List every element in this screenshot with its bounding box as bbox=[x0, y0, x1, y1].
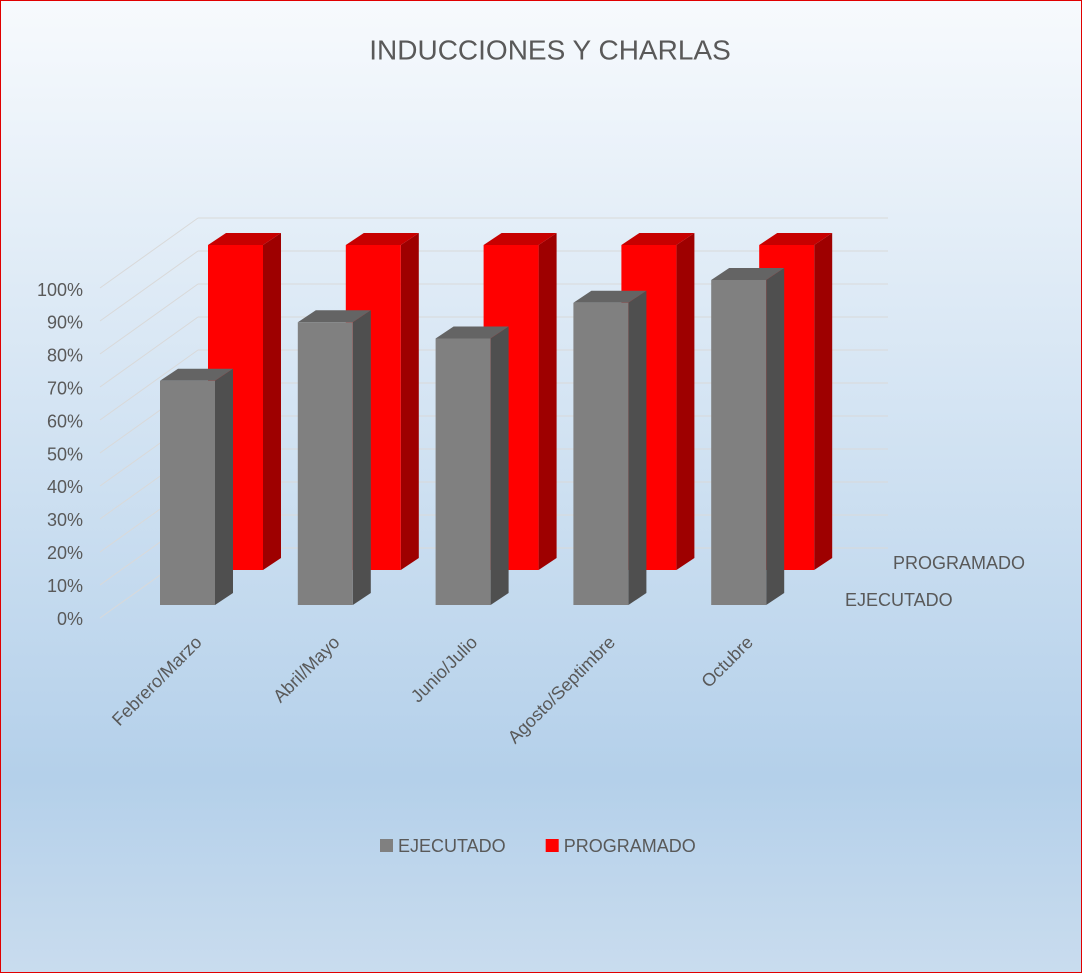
bar bbox=[573, 302, 629, 605]
bar-top bbox=[345, 233, 419, 245]
bar-side bbox=[766, 268, 785, 605]
bar-side bbox=[628, 290, 647, 605]
bar-top bbox=[160, 368, 233, 381]
y-tick-label: 30% bbox=[47, 510, 83, 530]
y-tick-label: 50% bbox=[47, 444, 83, 464]
grid-line-side bbox=[99, 250, 199, 322]
bar bbox=[160, 380, 215, 605]
bar-side bbox=[814, 233, 833, 570]
grid-line-side bbox=[99, 283, 199, 355]
y-tick-label: 0% bbox=[57, 609, 83, 629]
y-tick-label: 60% bbox=[47, 411, 83, 431]
bar-side bbox=[400, 233, 419, 570]
depth-axis-label: PROGRAMADO bbox=[893, 553, 1025, 573]
bar-side bbox=[490, 326, 509, 605]
bar-side bbox=[676, 233, 695, 570]
y-tick-label: 70% bbox=[47, 378, 83, 398]
bar-side bbox=[538, 233, 557, 570]
grid-line-side bbox=[99, 349, 199, 421]
bar-top bbox=[483, 233, 557, 245]
depth-axis-label: EJECUTADO bbox=[845, 590, 953, 610]
bar-side bbox=[263, 233, 281, 570]
bar-top bbox=[621, 233, 695, 245]
bar-side bbox=[352, 310, 371, 605]
y-tick-label: 20% bbox=[47, 543, 83, 563]
chart-title: INDUCCIONES Y CHARLAS bbox=[369, 34, 731, 65]
y-tick-label: 100% bbox=[37, 280, 83, 300]
bar-top bbox=[208, 233, 281, 245]
bar-top bbox=[711, 268, 785, 280]
legend-swatch bbox=[545, 839, 559, 852]
y-tick-label: 10% bbox=[47, 576, 83, 596]
bar bbox=[435, 338, 491, 605]
bar-top bbox=[435, 326, 509, 339]
bar-side bbox=[215, 368, 233, 605]
grid-line-side bbox=[99, 316, 199, 388]
y-tick-label: 40% bbox=[47, 477, 83, 497]
legend-swatch bbox=[380, 839, 393, 852]
y-tick-label: 80% bbox=[47, 346, 83, 366]
legend-label: EJECUTADO bbox=[398, 836, 506, 856]
bar bbox=[711, 280, 767, 605]
bar-top bbox=[759, 233, 833, 245]
bar-top bbox=[573, 290, 647, 303]
y-tick-label: 90% bbox=[47, 313, 83, 333]
grid-line-side bbox=[99, 217, 199, 289]
legend-label: PROGRAMADO bbox=[564, 836, 696, 856]
bar bbox=[297, 322, 353, 605]
bar-top bbox=[297, 310, 371, 323]
